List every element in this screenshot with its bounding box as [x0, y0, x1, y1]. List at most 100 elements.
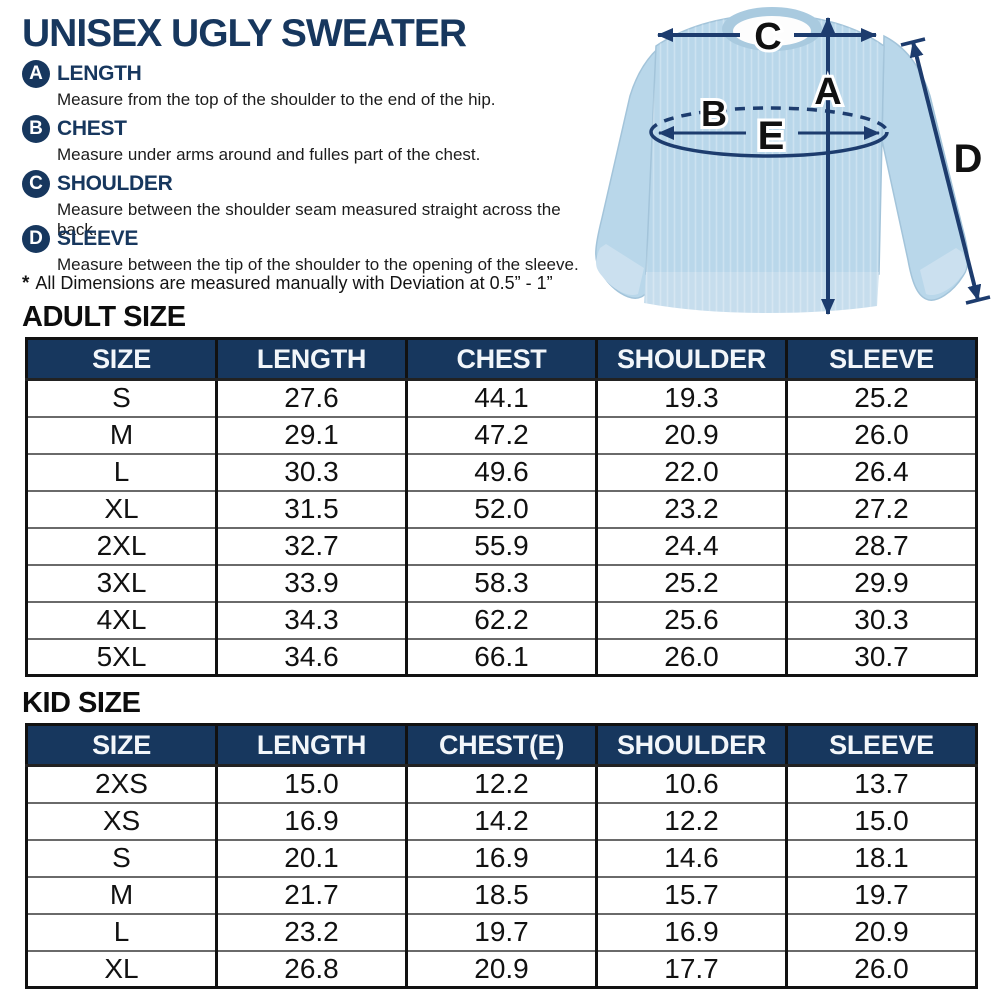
table-cell: 66.1: [406, 637, 598, 676]
table-cell: 52.0: [406, 489, 598, 528]
dimension-arrows: [649, 17, 991, 315]
table-cell: 29.9: [786, 563, 977, 602]
table-cell: 27.6: [216, 379, 408, 417]
table-cell: L: [26, 912, 218, 951]
table-cell: 47.2: [406, 415, 598, 454]
column-header: SIZE: [26, 338, 218, 381]
column-header: SHOULDER: [596, 724, 788, 767]
table-row: S 27.6 44.1 19.3 25.2: [26, 379, 977, 417]
measure-description-shoulder: Measure between the shoulder seam measur…: [57, 200, 561, 239]
measure-item-sleeve: D SLEEVE Measure between the tip of the …: [22, 225, 582, 280]
column-header: LENGTH: [216, 724, 408, 767]
table-row: 5XL 34.6 66.1 26.0 30.7: [26, 637, 977, 676]
table-cell: 62.2: [406, 600, 598, 639]
column-header: CHEST(E): [406, 724, 598, 767]
table-cell: 26.0: [786, 949, 977, 988]
table-cell: S: [26, 838, 218, 877]
table-cell: 26.4: [786, 452, 977, 491]
diagram-letter-d: D: [954, 137, 983, 181]
table-cell: 20.9: [786, 912, 977, 951]
table-cell: 16.9: [216, 801, 408, 840]
measure-item-shoulder: C SHOULDER Measure between the shoulder …: [22, 170, 582, 239]
deviation-note: * All Dimensions are measured manually wi…: [22, 273, 553, 295]
note-text: All Dimensions are measured manually wit…: [35, 273, 553, 293]
table-cell: 18.1: [786, 838, 977, 877]
table-cell: 25.2: [596, 563, 788, 602]
table-cell: 30.3: [786, 600, 977, 639]
table-cell: 29.1: [216, 415, 408, 454]
table-cell: 25.6: [596, 600, 788, 639]
column-header: SLEEVE: [786, 724, 977, 767]
table-cell: 19.7: [406, 912, 598, 951]
table-cell: 13.7: [854, 768, 909, 800]
measure-label-chest: CHEST: [57, 117, 127, 140]
letter-badge-c: C: [22, 170, 50, 198]
table-cell: 20.9: [596, 415, 788, 454]
column-header: SIZE: [26, 724, 218, 767]
column-header: SLEEVE: [786, 338, 977, 381]
table-cell: 15.0: [216, 765, 408, 803]
table-cell: 26.8: [216, 949, 408, 988]
table-cell: 15.0: [786, 801, 977, 840]
letter-badge-b: B: [22, 115, 50, 143]
collar-inner: [733, 16, 811, 46]
table-cell: 55.9: [406, 526, 598, 565]
kid-size-table: SIZE LENGTH CHEST(E) SHOULDER SLEEVE 2XS 15.0 1…: [25, 723, 978, 989]
table-cell: XL: [26, 489, 218, 528]
page-title: UNISEX UGLY SWEATER: [22, 12, 467, 55]
measure-description-length: Measure from the top of the shoulder to …: [57, 90, 496, 109]
diagram-letter-a: A: [814, 71, 841, 113]
table-cell: 44.1: [406, 379, 598, 417]
table-cell: 25.2: [854, 382, 909, 414]
table-cell: 31.5: [216, 489, 408, 528]
table-row: 2XS 15.0 12.2 10.6 13.7: [26, 765, 977, 803]
column-header: CHEST: [406, 338, 598, 381]
table-cell: 22.0: [596, 452, 788, 491]
table-cell: 19.7: [786, 875, 977, 914]
adult-size-section-title: ADULT SIZE: [22, 301, 186, 333]
table-cell: 2XL: [26, 526, 218, 565]
adult-size-table: SIZE LENGTH CHEST SHOULDER SLEEVE S 27.6 44.1 19…: [25, 337, 978, 677]
table-cell: 21.7: [216, 875, 408, 914]
table-cell: 34.6: [216, 637, 408, 676]
kid-size-section-title: KID SIZE: [22, 687, 141, 719]
note-asterisk: *: [22, 273, 30, 294]
table-cell: 15.7: [596, 875, 788, 914]
table-cell: 20.9: [406, 949, 598, 988]
table-cell: 3XL: [26, 563, 218, 602]
table-cell: 33.9: [216, 563, 408, 602]
diagram-letter-b: B: [701, 93, 727, 134]
measure-label-length: LENGTH: [57, 62, 142, 85]
table-cell: 26.0: [786, 415, 977, 454]
table-cell: 17.7: [596, 949, 788, 988]
table-row: XL 31.5 52.0 23.2 27.2: [26, 489, 977, 528]
measure-item-length: A LENGTH Measure from the top of the sho…: [22, 60, 582, 115]
table-row: 2XL 32.7 55.9 24.4 28.7: [26, 526, 977, 565]
arrow-d-bottom-tick: [965, 295, 991, 305]
table-row: 3XL 33.9 58.3 25.2 29.9: [26, 563, 977, 602]
letter-badge-a: A: [22, 60, 50, 88]
table-cell: 27.2: [786, 489, 977, 528]
table-cell: 20.1: [216, 838, 408, 877]
table-cell: 23.2: [596, 489, 788, 528]
measure-description-chest: Measure under arms around and fulles par…: [57, 145, 481, 164]
table-cell: 30.3: [216, 452, 408, 491]
table-cell: 18.5: [406, 875, 598, 914]
table-row: 4XL 34.3 62.2 25.6 30.3: [26, 600, 977, 639]
table-cell: 16.9: [596, 912, 788, 951]
table-cell: 12.2: [406, 765, 598, 803]
table-cell: M: [26, 875, 218, 914]
table-cell: 26.0: [596, 637, 788, 676]
measure-label-sleeve: SLEEVE: [57, 227, 139, 250]
header-row: SIZE LENGTH CHEST SHOULDER SLEEVE: [26, 338, 977, 381]
measure-item-chest: B CHEST Measure under arms around and fu…: [22, 115, 582, 170]
diagram-letter-e: E: [758, 114, 785, 158]
table-row: L 30.3 49.6 22.0 26.4: [26, 452, 977, 491]
arrow-d-top-tick: [900, 37, 926, 47]
table-cell: 12.2: [596, 801, 788, 840]
sweater-measurement-diagram: C A B E D: [595, 7, 991, 315]
table-cell: 30.7: [786, 637, 977, 676]
table-cell: 28.7: [786, 526, 977, 565]
arrow-d: [909, 41, 982, 301]
